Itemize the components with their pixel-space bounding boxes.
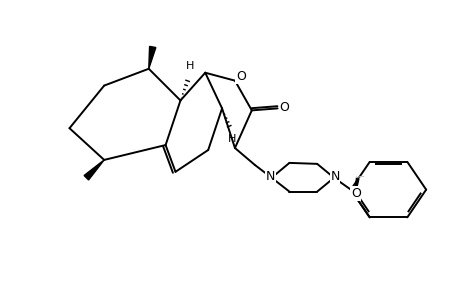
Text: methoxy: methoxy	[359, 176, 365, 177]
Text: O: O	[235, 70, 245, 83]
Text: O: O	[279, 101, 289, 114]
Text: N: N	[330, 170, 339, 183]
Polygon shape	[148, 46, 156, 69]
Polygon shape	[84, 160, 104, 180]
Text: methoxy: methoxy	[355, 177, 361, 178]
Text: methoxy: methoxy	[355, 177, 361, 178]
Text: methoxy: methoxy	[358, 176, 364, 177]
Text: methoxy: methoxy	[358, 178, 364, 179]
Text: O: O	[350, 187, 360, 200]
Text: H: H	[227, 134, 235, 144]
Text: H: H	[186, 61, 194, 71]
Text: N: N	[265, 170, 274, 183]
